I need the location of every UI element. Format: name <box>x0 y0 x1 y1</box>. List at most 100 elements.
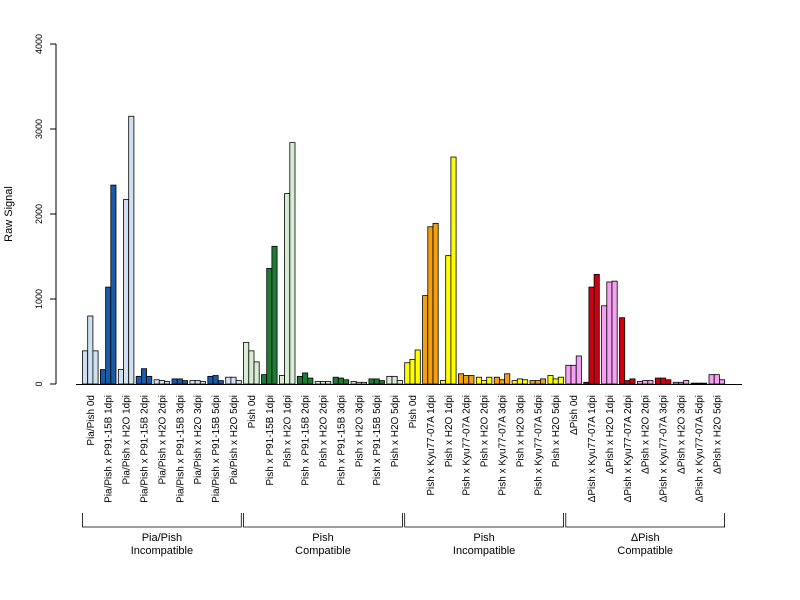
bar <box>493 376 500 385</box>
bar <box>534 380 541 385</box>
group-sublabel: Compatible <box>295 545 351 557</box>
bar <box>296 375 303 385</box>
x-tick-label: ΔPish x H2O 2dpi <box>641 395 652 474</box>
group-label: Pish <box>473 532 494 544</box>
x-tick-label: Pish x Kyu77-07A 2dpi <box>462 395 473 496</box>
x-tick-label: Pia/Pish x P91-15B 1dpi <box>104 395 115 503</box>
group-sublabel: Incompatible <box>453 545 515 557</box>
group-bracket <box>243 513 403 528</box>
x-tick-label: Pia/Pish x H2O 5dpi <box>229 395 240 485</box>
bar <box>570 364 577 385</box>
bar <box>565 364 572 385</box>
bar <box>360 381 367 385</box>
x-tick-label: Pia/Pish x H2O 2dpi <box>157 395 168 485</box>
x-tick-label: Pia/Pish x P91-15B 3dpi <box>175 395 186 503</box>
x-tick-label: ΔPish x Kyu77-07A 2dpi <box>623 395 634 502</box>
bar <box>278 375 285 385</box>
x-tick-label: Pish x P91-15B 1dpi <box>265 395 276 486</box>
y-axis: 0 1000 2000 3000 4000 <box>34 34 57 387</box>
bar <box>325 381 332 385</box>
bar <box>665 379 672 385</box>
x-tick-label: ΔPish x Kyu77-07A 5dpi <box>694 395 705 502</box>
bar <box>486 376 493 385</box>
bar <box>189 380 196 385</box>
bar <box>475 376 482 385</box>
bar <box>319 381 326 385</box>
bar <box>409 358 416 385</box>
group-bracket <box>82 513 242 528</box>
bar <box>511 380 518 385</box>
bar <box>463 375 470 385</box>
x-tick-label: Pish x Kyu77-07A 5dpi <box>533 395 544 496</box>
bar <box>660 377 667 385</box>
bar <box>225 376 232 385</box>
bar <box>695 382 702 385</box>
bar <box>164 381 171 385</box>
bar <box>123 199 130 385</box>
bar <box>302 372 309 385</box>
bar <box>396 380 403 385</box>
group-brackets: Pia/PishIncompatiblePishCompatiblePishIn… <box>82 513 725 557</box>
bar <box>248 350 255 385</box>
bar <box>588 286 595 385</box>
group-sublabel: Compatible <box>617 545 673 557</box>
bar <box>468 375 475 385</box>
bar <box>368 378 375 385</box>
bar <box>100 369 107 385</box>
bar <box>82 350 89 385</box>
group-sublabel: Incompatible <box>131 545 193 557</box>
x-tick-label: Pish x Kyu77-07A 3dpi <box>498 395 509 496</box>
bar <box>105 286 112 385</box>
bar <box>217 380 224 385</box>
bar <box>146 375 153 385</box>
bar <box>481 380 488 385</box>
bar <box>547 375 554 385</box>
x-tick-label: ΔPish x H2O 3dpi <box>677 395 688 474</box>
x-tick-label: Pish x H2O 3dpi <box>515 395 526 467</box>
bar <box>557 376 564 385</box>
x-tick-label: Pish x H2O 1dpi <box>444 395 455 467</box>
bar <box>713 374 720 385</box>
bar <box>624 380 631 385</box>
bar <box>128 115 135 385</box>
bar <box>110 184 117 385</box>
x-tick-label: Pish x P91-15B 2dpi <box>301 395 312 486</box>
y-tick-label: 1000 <box>34 289 44 309</box>
bar <box>672 381 679 385</box>
bar <box>135 375 142 385</box>
bar <box>457 373 464 385</box>
bar <box>404 362 411 385</box>
bar <box>629 378 636 385</box>
bar <box>350 381 357 385</box>
bar <box>355 381 362 385</box>
bar <box>337 377 344 385</box>
bar <box>708 374 715 385</box>
bar <box>212 375 219 385</box>
bar <box>343 379 350 385</box>
bars <box>82 115 726 385</box>
bar <box>158 380 165 385</box>
bar <box>504 373 511 385</box>
x-tick-label: Pia/Pish x H2O 1dpi <box>122 395 133 485</box>
bar <box>601 305 608 385</box>
bar <box>271 245 278 385</box>
x-tick-label: Pia/Pish x H2O 3dpi <box>193 395 204 485</box>
bar <box>153 379 160 385</box>
bar <box>440 380 447 385</box>
bar <box>445 255 452 385</box>
bar <box>230 376 237 385</box>
bar <box>314 381 321 385</box>
bar <box>307 377 314 385</box>
bar <box>171 378 178 385</box>
bar <box>194 380 201 385</box>
bar <box>611 280 618 385</box>
bar <box>654 377 661 385</box>
bar <box>529 380 536 385</box>
x-tick-label: ΔPish x H2O 1dpi <box>605 395 616 474</box>
bar <box>647 380 654 385</box>
x-tick-label: Pish x H2O 5dpi <box>551 395 562 467</box>
x-tick-label: Pish x P91-15B 5dpi <box>372 395 383 486</box>
x-tick-label: Pia/Pish x P91-15B 2dpi <box>140 395 151 503</box>
x-tick-label: ΔPish 0d <box>569 395 580 435</box>
